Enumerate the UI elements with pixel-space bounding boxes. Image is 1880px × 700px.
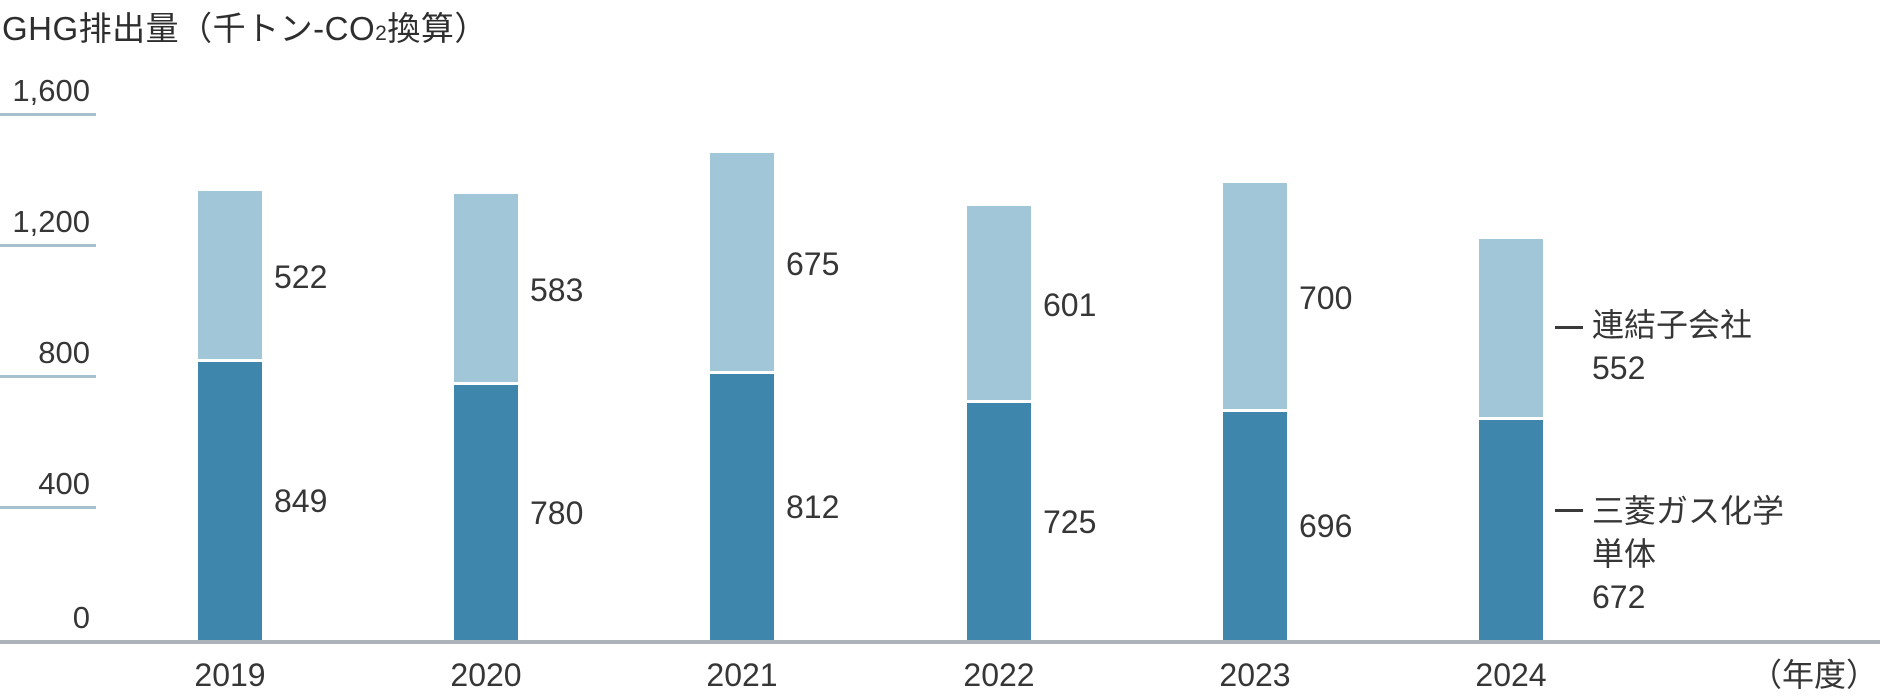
annotation-parent-label-line1: 三菱ガス化学	[1592, 493, 1785, 529]
chart-title-suffix: 換算）	[387, 10, 488, 47]
y-tick-line-1200	[0, 244, 96, 247]
bar-segment-subsidiaries-2020	[454, 194, 518, 382]
bar-segment-parent-2024	[1479, 420, 1543, 640]
value-label-subsidiaries-2019: 522	[274, 259, 328, 295]
x-axis-label-2022: 2022	[963, 657, 1035, 693]
bar-segment-parent-2019	[198, 362, 262, 640]
y-tick-label-400: 400	[38, 466, 90, 501]
annotation-parent-value: 672	[1592, 579, 1646, 615]
value-label-parent-2020: 780	[530, 495, 584, 531]
bar-segment-parent-2021	[710, 374, 774, 640]
bar-segment-subsidiaries-2024	[1479, 239, 1543, 417]
value-label-parent-2023: 696	[1299, 508, 1353, 544]
value-label-parent-2021: 812	[786, 489, 840, 525]
value-label-subsidiaries-2023: 700	[1299, 280, 1353, 316]
x-axis-label-2021: 2021	[706, 657, 778, 693]
annotation-subsidiaries-value: 552	[1592, 350, 1646, 386]
annotation-leader-line-parent	[1555, 509, 1583, 512]
bar-segment-subsidiaries-2022	[967, 206, 1031, 400]
x-axis-line	[0, 640, 1880, 644]
annotation-subsidiaries: 連結子会社 552	[1592, 304, 1752, 390]
bar-segment-subsidiaries-2019	[198, 191, 262, 359]
bar-segment-subsidiaries-2023	[1223, 183, 1287, 409]
annotation-subsidiaries-label: 連結子会社	[1592, 307, 1753, 343]
y-tick-label-1200: 1,200	[12, 204, 90, 239]
x-axis-unit-label: （年度）	[1749, 657, 1878, 693]
y-tick-line-1600	[0, 113, 96, 116]
chart-title-prefix: GHG排出量（千トン-CO	[2, 10, 376, 47]
y-tick-line-800	[0, 375, 96, 378]
value-label-subsidiaries-2022: 601	[1043, 287, 1097, 323]
x-axis-label-2019: 2019	[194, 657, 266, 693]
x-axis-label-2020: 2020	[450, 657, 522, 693]
value-label-parent-2019: 849	[274, 483, 328, 519]
x-axis-label-2023: 2023	[1219, 657, 1291, 693]
value-label-subsidiaries-2020: 583	[530, 272, 584, 308]
x-axis-label-2024: 2024	[1475, 657, 1547, 693]
bar-segment-subsidiaries-2021	[710, 153, 774, 371]
annotation-parent: 三菱ガス化学 単体 672	[1592, 490, 1784, 619]
annotation-leader-line-subsidiaries	[1555, 326, 1583, 329]
annotation-parent-label-line2: 単体	[1592, 536, 1657, 572]
value-label-parent-2022: 725	[1043, 504, 1097, 540]
value-label-subsidiaries-2021: 675	[786, 246, 840, 282]
bar-segment-parent-2023	[1223, 412, 1287, 640]
bar-segment-parent-2022	[967, 403, 1031, 640]
chart-title-co2-subscript: 2	[375, 22, 388, 45]
y-tick-label-800: 800	[38, 335, 90, 370]
chart-title: GHG排出量（千トン-CO2換算）	[2, 6, 488, 57]
y-tick-label-1600: 1,600	[12, 73, 90, 108]
y-tick-line-400	[0, 506, 96, 509]
y-tick-label-0: 0	[72, 600, 90, 635]
bar-segment-parent-2020	[454, 385, 518, 640]
